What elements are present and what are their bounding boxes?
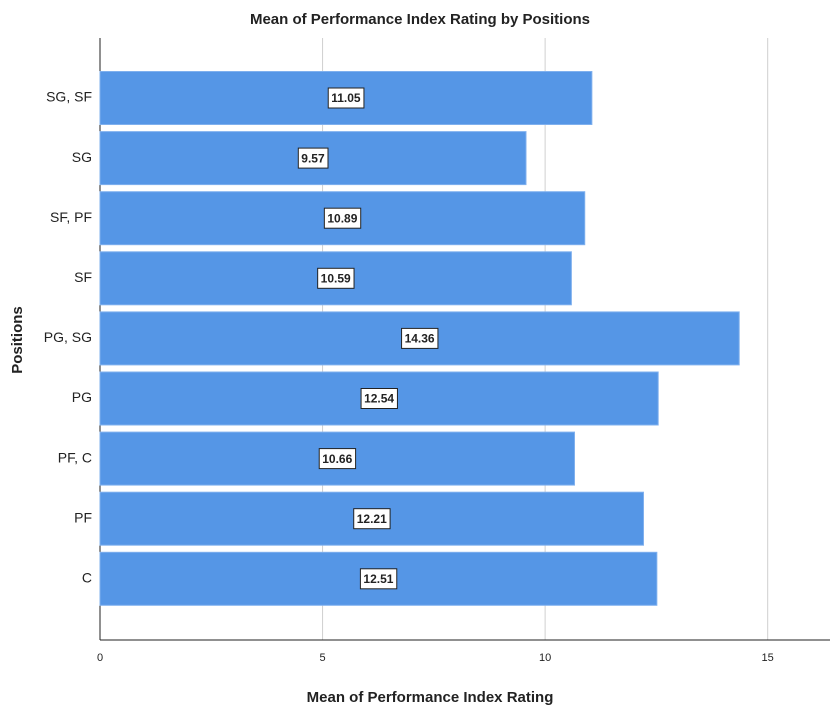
x-tick-label: 10 [539,652,551,664]
y-tick-label: SG [72,149,92,165]
y-tick-label: SF [74,269,92,285]
value-label-box [323,207,362,229]
y-tick-label: PG, SG [44,329,92,345]
value-label: 12.21 [357,512,387,526]
value-label-box [353,508,391,530]
y-tick-label: SF, PF [50,209,92,225]
y-tick-label: PF [74,509,92,525]
y-tick-label: PG [72,389,92,405]
x-tick-label: 5 [319,652,325,664]
value-label: 9.57 [301,151,325,165]
x-tick-label: 15 [762,652,774,664]
value-label-box [327,87,365,109]
value-label-box [317,267,355,289]
value-label: 10.89 [327,211,357,225]
y-tick-label: PF, C [58,449,92,465]
x-tick-label: 0 [97,652,103,664]
value-label: 12.51 [363,572,393,586]
value-label: 14.36 [405,332,435,346]
value-label-box [318,448,357,470]
x-axis-label: Mean of Performance Index Rating [307,689,554,706]
y-axis-label: Positions [9,306,26,374]
value-label-box [360,388,398,409]
y-tick-label: SG, SF [46,89,92,105]
chart-title: Mean of Performance Index Rating by Posi… [250,11,590,28]
y-tick-label: C [82,570,92,586]
value-label: 11.05 [331,91,361,105]
value-label: 12.54 [364,392,394,406]
value-label-box [401,327,439,349]
value-label: 10.59 [321,271,351,285]
value-label-box [359,568,398,590]
bar [99,491,644,546]
value-label: 10.66 [322,452,352,466]
value-label-box [297,147,329,169]
